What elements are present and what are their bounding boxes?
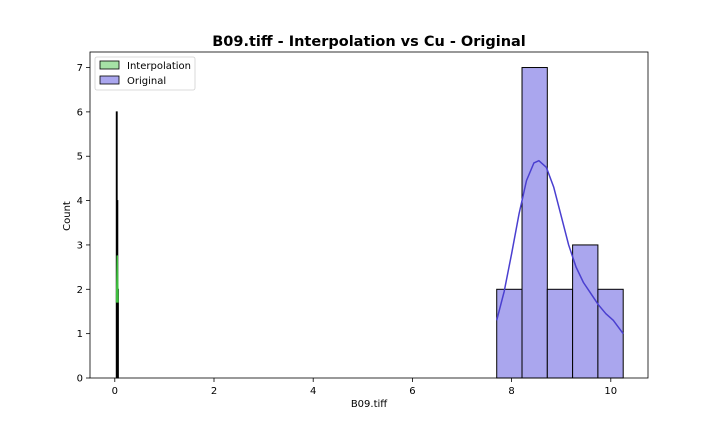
x-tick-label: 8: [508, 386, 514, 397]
x-tick-label: 0: [112, 386, 118, 397]
original-bar-1: [521, 67, 548, 379]
x-tick-label: 2: [211, 386, 217, 397]
original-bar-0: [496, 288, 523, 379]
legend-swatch-original: [99, 75, 120, 85]
legend-label-original: Original: [127, 76, 166, 87]
axes: 0 2 4 6 8 10 0 1 2 3 4 5 6 7: [77, 51, 649, 397]
y-tick-label: 1: [77, 329, 83, 340]
axes-frame: [89, 51, 649, 379]
legend-box: [94, 56, 196, 91]
y-tick-label: 4: [77, 196, 83, 207]
x-axis-label: B09.tiff: [351, 399, 388, 410]
original-bar-3: [572, 244, 599, 379]
x-tick-label: 4: [310, 386, 316, 397]
y-tick-label: 3: [77, 240, 83, 251]
interpolation-kde-line: [115, 255, 119, 303]
y-tick-label: 6: [77, 107, 83, 118]
y-tick-label: 7: [77, 63, 83, 74]
y-tick-label: 0: [77, 374, 83, 385]
x-tick-label: 10: [604, 386, 617, 397]
legend-label-interpolation: Interpolation: [127, 61, 191, 72]
chart-title: B09.tiff - Interpolation vs Cu - Origina…: [212, 34, 526, 50]
y-tick-label: 2: [77, 285, 83, 296]
plot-area: [115, 67, 624, 379]
y-tick-label: 5: [77, 152, 83, 163]
original-bar-2: [546, 288, 574, 379]
legend: Interpolation Original: [94, 56, 196, 91]
x-tick-label: 6: [409, 386, 415, 397]
legend-swatch-interpolation: [99, 60, 120, 70]
original-kde-line: [495, 159, 624, 335]
y-axis-label: Count: [62, 201, 73, 231]
original-bar-4: [597, 288, 624, 379]
